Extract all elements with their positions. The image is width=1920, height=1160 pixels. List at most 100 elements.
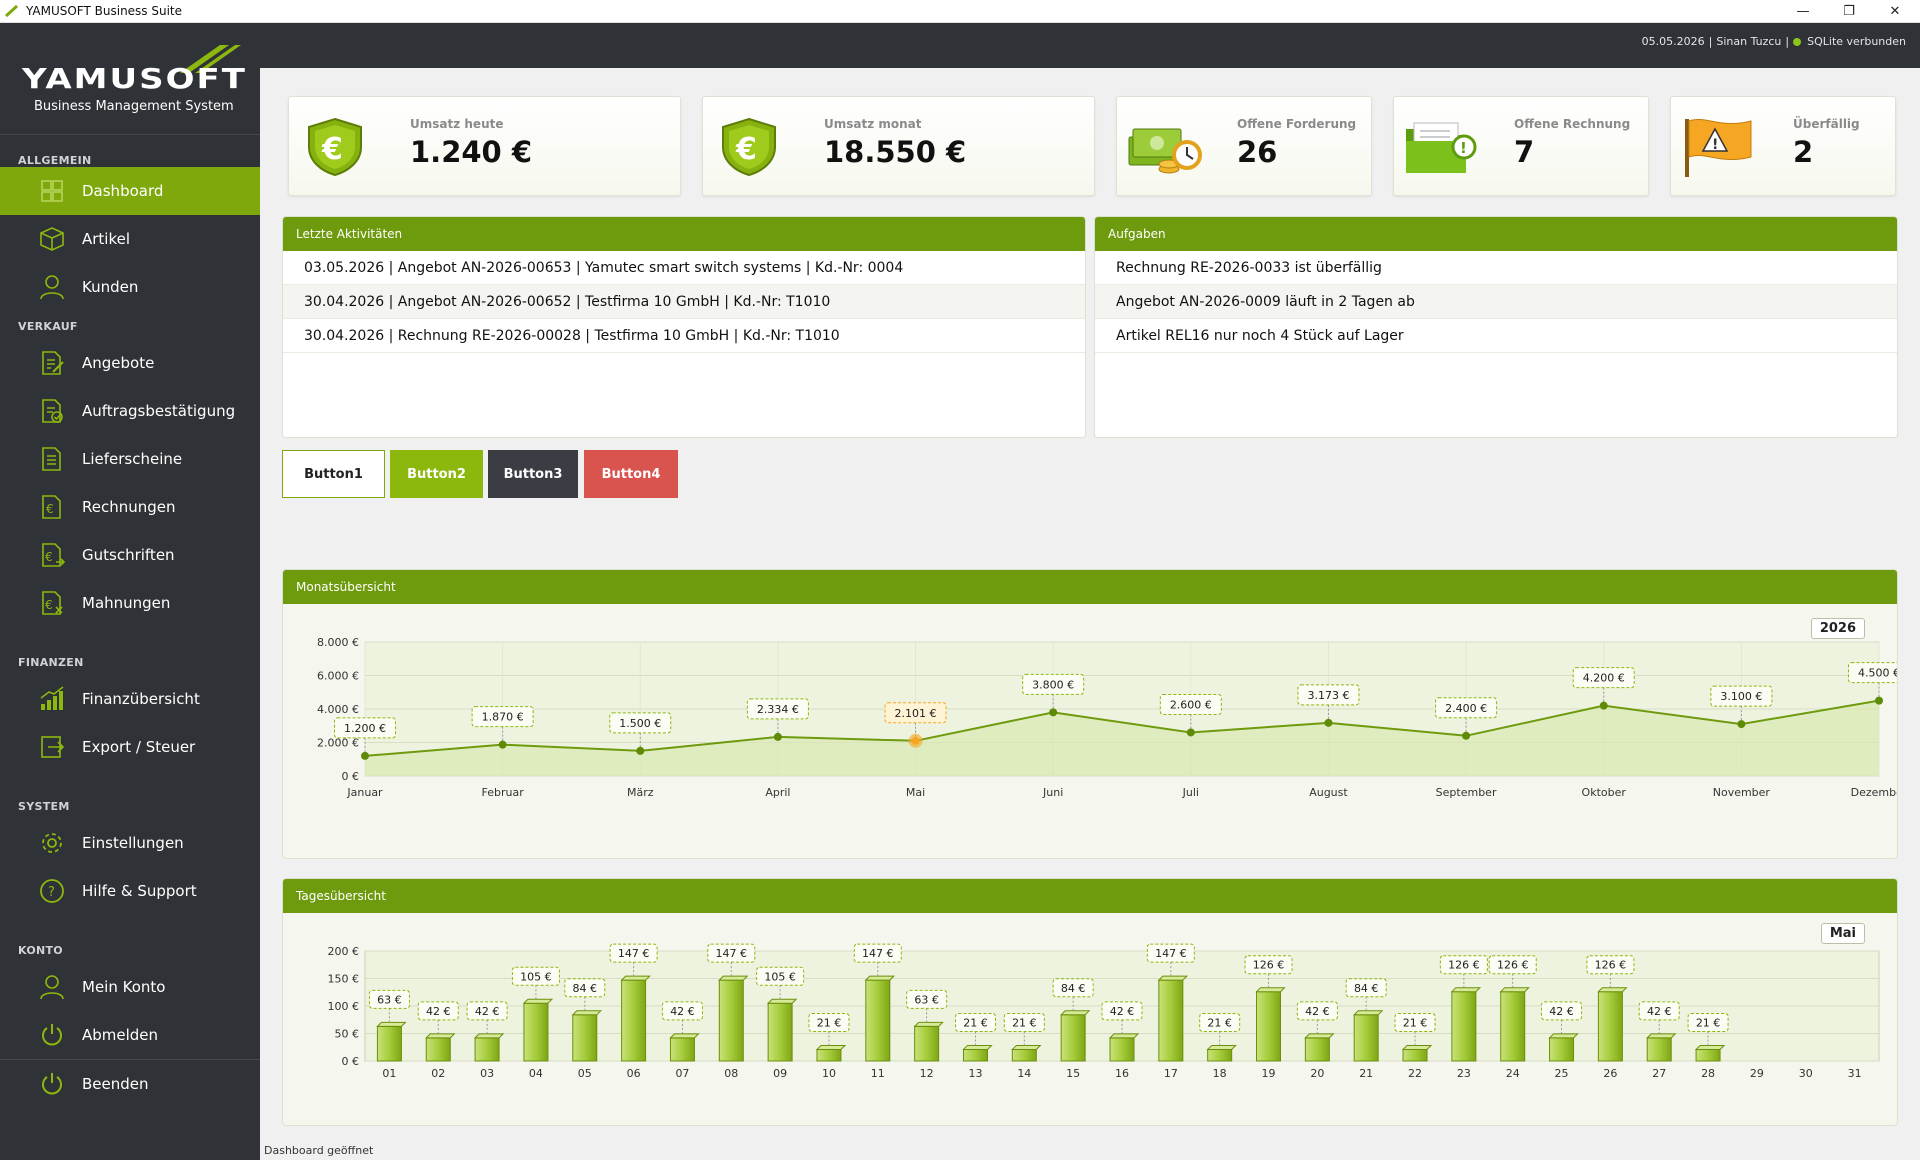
data-label-box [1435,697,1498,719]
data-label: 2.334 € [757,703,799,716]
y-tick-label: 150 € [328,973,360,986]
data-label: 84 € [1061,982,1086,995]
bar-top [1499,987,1530,993]
data-label-box [417,1001,459,1021]
euro-shield-icon: € [308,117,362,177]
sidebar-item-artikel[interactable]: Artikel [0,215,260,263]
separator: | [1708,35,1713,48]
data-label: 2.600 € [1170,698,1212,711]
sidebar-item-beenden[interactable]: Beenden [0,1060,260,1108]
euro-shield-icon: € [722,117,776,177]
data-label: 126 € [1595,959,1627,972]
x-tick-label: Januar [346,786,383,799]
power-icon [38,1070,66,1098]
bar-top [1255,987,1286,993]
bar [1109,1037,1135,1062]
data-point [498,740,507,749]
data-label-box [1439,955,1488,975]
kpi-label: Überfällig [1793,117,1860,131]
bar [1695,1048,1721,1062]
bar-top [1059,1010,1091,1016]
activity-row[interactable]: 30.04.2026 | Angebot AN-2026-00652 | Tes… [283,285,1085,319]
data-label: 3.173 € [1307,689,1349,702]
sidebar-item-hilfe-support[interactable]: ? Hilfe & Support [0,867,260,915]
sidebar-item-abmelden[interactable]: Abmelden [0,1011,260,1059]
x-tick-label: 09 [773,1067,787,1080]
kpi-umsatz-heute: € Umsatz heute 1.240 € [288,96,681,196]
button4[interactable]: Button4 [584,450,678,498]
sidebar-item-mahnungen[interactable]: € Mahnungen [0,579,260,627]
activity-row[interactable]: 03.05.2026 | Angebot AN-2026-00653 | Yam… [283,251,1085,285]
minimize-button[interactable]: — [1796,4,1810,19]
bar-top [864,975,896,981]
data-label-box [1586,955,1635,975]
bar-top [522,998,554,1004]
activity-row[interactable]: 30.04.2026 | Rechnung RE-2026-00028 | Te… [283,319,1085,353]
y-tick-label: 4.000 € [317,703,359,716]
kpi-offene-forderung: Offene Forderung 26 [1116,96,1372,196]
bar-top [1646,1033,1677,1039]
sidebar-item-rechnungen[interactable]: € Rechnungen [0,483,260,531]
sidebar-item-kunden[interactable]: Kunden [0,263,260,311]
sidebar-item-einstellungen[interactable]: Einstellungen [0,819,260,867]
close-button[interactable]: ✕ [1889,4,1901,19]
bar-top [913,1021,944,1027]
section-verkauf: VERKAUF [18,320,78,333]
bar [1597,991,1623,1062]
month-badge[interactable]: Mai [1820,923,1865,944]
help-icon: ? [38,877,66,905]
x-tick-label: 19 [1262,1067,1276,1080]
money-clock-icon [1128,128,1202,174]
series-line [364,699,1880,757]
x-tick-label: Oktober [1582,786,1627,799]
x-tick-label: Juni [1042,786,1063,799]
svg-text:?: ? [48,885,55,900]
svg-text:€: € [46,502,54,516]
restore-button[interactable]: ❐ [1843,4,1855,19]
x-tick-label: 03 [480,1067,494,1080]
dashboard-icon [38,177,66,205]
svg-text:€: € [45,550,53,564]
document-check-icon [38,397,66,425]
user-icon [38,973,66,1001]
sidebar-item-lieferscheine[interactable]: Lieferscheine [0,435,260,483]
x-tick-label: Mai [906,786,925,799]
data-label: 42 € [475,1005,500,1018]
button2[interactable]: Button2 [390,450,483,498]
data-point [1186,728,1195,737]
document-edit-icon [38,349,66,377]
logo-swoosh-icon [180,45,241,73]
button3[interactable]: Button3 [488,450,578,498]
sidebar-item-gutschriften[interactable]: € Gutschriften [0,531,260,579]
x-tick-label: 26 [1603,1067,1617,1080]
svg-text:!: ! [1460,139,1467,157]
x-tick-label: 22 [1408,1067,1422,1080]
sidebar-item-mein-konto[interactable]: Mein Konto [0,963,260,1011]
task-row[interactable]: Rechnung RE-2026-0033 ist überfällig [1095,251,1897,285]
bar [1060,1014,1086,1062]
monthly-chart-panel: Monatsübersicht 2026 0 € 2.000 € 4.000 € 6.… [282,569,1898,859]
daily-chart-title: Tagesübersicht [283,879,1897,913]
x-tick-label: 12 [920,1067,934,1080]
sidebar-item-finanzuebersicht[interactable]: Finanzübersicht [0,675,260,723]
data-label-box [1345,978,1387,998]
sidebar-item-export-steuer[interactable]: Export / Steuer [0,723,260,771]
bar-top [1548,1033,1579,1039]
button1[interactable]: Button1 [282,450,385,498]
sidebar-item-label: Beenden [82,1075,149,1093]
x-tick-label: 28 [1701,1067,1715,1080]
task-row[interactable]: Angebot AN-2026-0009 läuft in 2 Tagen ab [1095,285,1897,319]
data-label-box [1638,1001,1680,1021]
sidebar-item-angebote[interactable]: Angebote [0,339,260,387]
sidebar-item-dashboard[interactable]: Dashboard [0,167,260,215]
bar-chart-icon [38,685,66,713]
brand-logo: YAMUSOFT [22,63,247,95]
bar-top [376,1021,407,1027]
monthly-chart-title: Monatsübersicht [283,570,1897,604]
daily-bar-chart: 0 € 50 € 100 € 150 € 200 € 63 € 01 42 € 02 42 € 03… [328,943,1880,1080]
year-badge[interactable]: 2026 [1810,618,1865,639]
sidebar-item-label: Lieferscheine [82,450,183,468]
sidebar-item-auftragsbestaetigung[interactable]: Auftragsbestätigung [0,387,260,435]
task-row[interactable]: Artikel REL16 nur noch 4 Stück auf Lager [1095,319,1897,353]
kpi-offene-rechnung: ! Offene Rechnung 7 [1393,96,1649,196]
